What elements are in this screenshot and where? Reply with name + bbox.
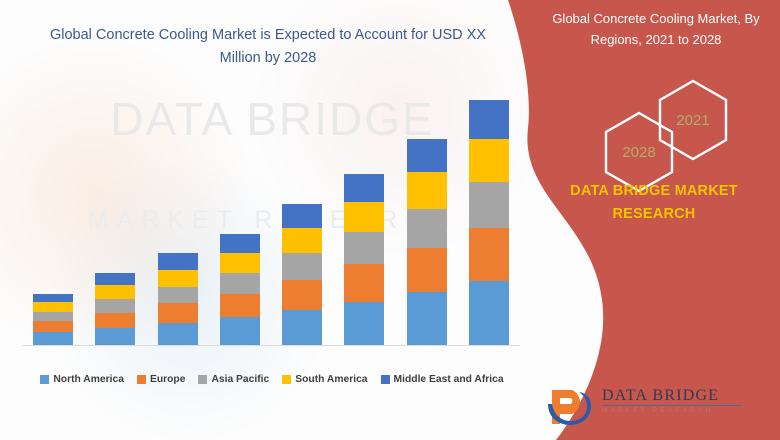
legend-label: Europe: [149, 374, 186, 385]
bar-segment[interactable]: [406, 292, 447, 345]
bar-segment[interactable]: [282, 228, 323, 254]
bar-segment[interactable]: [33, 332, 74, 345]
chart-title: Global Concrete Cooling Market is Expect…: [49, 27, 486, 67]
bar-segment[interactable]: [33, 301, 74, 312]
bar-segment[interactable]: [95, 328, 136, 345]
hexagon-2028-label: 2028: [622, 143, 656, 161]
bar-segment[interactable]: [219, 272, 260, 294]
legend-swatch-icon: [198, 375, 208, 384]
red-panel-content: Global Concrete Cooling Market, By Regio…: [528, 0, 780, 440]
bar-segment[interactable]: [468, 139, 509, 183]
legend-swatch-icon: [40, 375, 50, 384]
stacked-bar-2021[interactable]: [33, 293, 74, 345]
stacked-bar-2026[interactable]: [344, 173, 385, 345]
bar-segment[interactable]: [406, 139, 447, 173]
hexagon-outline-icon: [604, 111, 674, 193]
bar-slot: [458, 100, 520, 345]
bar-slot: [147, 100, 209, 345]
stacked-bar-2028[interactable]: [468, 100, 509, 345]
bar-slot: [84, 100, 146, 345]
legend-swatch-icon: [282, 375, 292, 384]
bar-segment[interactable]: [344, 301, 385, 345]
logo-subtitle: MARKET RESEARCH: [602, 407, 714, 414]
stacked-bar-2024[interactable]: [219, 233, 260, 345]
legend-label: South America: [295, 374, 368, 385]
bar-segment[interactable]: [157, 253, 198, 270]
bar-segment[interactable]: [344, 201, 385, 233]
bar-segment[interactable]: [33, 293, 74, 302]
legend-item[interactable]: Middle East and Africa: [380, 374, 504, 385]
stacked-bar-2025[interactable]: [282, 204, 323, 345]
brand-text: DATA BRIDGE MARKET RESEARCH: [570, 183, 738, 223]
logo-mark-icon: [548, 390, 591, 425]
logo-divider: [602, 405, 742, 406]
bar-segment[interactable]: [33, 311, 74, 322]
legend-label: North America: [53, 374, 124, 385]
bar-segment[interactable]: [33, 321, 74, 333]
bar-segment[interactable]: [468, 280, 509, 345]
legend-swatch-icon: [136, 375, 146, 384]
hexagon-group: 2021 2028: [528, 78, 780, 193]
bar-segment[interactable]: [219, 253, 260, 273]
bar-segment[interactable]: [95, 312, 136, 329]
bar-segment[interactable]: [95, 299, 136, 313]
logo-text: DATA BRIDGE MARKET RESEARCH: [602, 388, 719, 415]
bar-segment[interactable]: [282, 310, 323, 345]
bar-slot: [333, 100, 395, 345]
hexagon-2021-label: 2021: [676, 111, 710, 129]
stacked-bar-2023[interactable]: [157, 253, 198, 345]
hexagon-outline-icon: [658, 79, 728, 161]
data-bridge-logo: DATA BRIDGE MARKET RESEARCH: [546, 384, 746, 426]
bar-segment[interactable]: [282, 253, 323, 280]
bar-segment[interactable]: [468, 228, 509, 281]
legend-item[interactable]: Asia Pacific: [198, 374, 269, 385]
bar-slot: [209, 100, 271, 345]
chart-legend: North America Europe Asia Pacific South Ame…: [22, 374, 522, 385]
x-axis-line: [22, 345, 520, 346]
bar-segment[interactable]: [219, 293, 260, 318]
legend-item[interactable]: North America: [40, 374, 124, 385]
bar-group: [22, 100, 520, 345]
logo-name: DATA BRIDGE: [602, 387, 720, 404]
legend-item[interactable]: South America: [282, 374, 368, 385]
panel-title: Global Concrete Cooling Market, By Regio…: [552, 11, 760, 48]
hexagon-2021: 2021: [656, 78, 730, 162]
bar-segment[interactable]: [406, 208, 447, 248]
bar-segment[interactable]: [157, 303, 198, 323]
bar-segment[interactable]: [219, 317, 260, 345]
bar-segment[interactable]: [344, 173, 385, 202]
bar-slot: [396, 100, 458, 345]
legend-label: Middle East and Africa: [393, 374, 504, 385]
hexagon-2028: 2028: [602, 110, 676, 194]
legend-swatch-icon: [380, 375, 390, 384]
legend-label: Asia Pacific: [211, 374, 270, 385]
bar-slot: [22, 100, 84, 345]
chart-plot-area: 20212022202320242025202620272028: [22, 100, 522, 346]
bar-segment[interactable]: [468, 100, 509, 139]
bar-segment[interactable]: [406, 247, 447, 293]
bar-segment[interactable]: [95, 272, 136, 286]
legend-item[interactable]: Europe: [136, 374, 186, 385]
stacked-bar-2022[interactable]: [95, 272, 136, 345]
stacked-bar-2027[interactable]: [406, 139, 447, 345]
bar-segment[interactable]: [157, 269, 198, 287]
bar-segment[interactable]: [282, 204, 323, 229]
bar-segment[interactable]: [219, 233, 260, 254]
bar-segment[interactable]: [282, 279, 323, 311]
bar-segment[interactable]: [344, 264, 385, 302]
bar-slot: [271, 100, 333, 345]
bar-segment[interactable]: [157, 286, 198, 304]
bar-segment[interactable]: [95, 285, 136, 300]
bar-segment[interactable]: [157, 322, 198, 345]
bar-segment[interactable]: [344, 232, 385, 265]
bar-segment[interactable]: [468, 182, 509, 229]
bar-segment[interactable]: [406, 172, 447, 209]
